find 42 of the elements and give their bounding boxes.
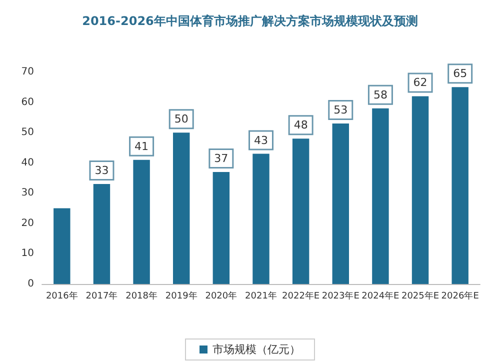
x-tick-label: 2019年 — [165, 290, 198, 302]
data-label: 50 — [174, 112, 188, 126]
data-label: 37 — [214, 152, 228, 165]
x-tick-label: 2024年E — [362, 290, 400, 302]
bar — [93, 184, 110, 284]
bar — [252, 154, 270, 284]
data-label: 53 — [334, 103, 348, 116]
x-tick-label: 2018年 — [126, 290, 158, 302]
chart-title: 2016-2026年中国体育市场推广解决方案市场规模现状及预测 — [82, 14, 418, 28]
y-tick-label: 40 — [21, 157, 34, 168]
bar — [412, 96, 429, 284]
y-tick-label: 70 — [21, 66, 34, 78]
x-tick-label: 2017年 — [86, 290, 118, 302]
x-tick-label: 2026年E — [441, 290, 480, 302]
bar — [292, 138, 310, 284]
x-tick-label: 2022年E — [282, 290, 320, 302]
y-tick-label: 20 — [21, 218, 34, 229]
bar — [212, 172, 230, 284]
data-label: 65 — [453, 67, 468, 80]
x-tick-label: 2023年E — [322, 290, 360, 302]
data-label: 58 — [373, 88, 388, 102]
y-tick-label: 60 — [21, 96, 34, 108]
data-label: 62 — [413, 76, 428, 90]
data-label: 48 — [294, 118, 308, 132]
bar — [452, 87, 468, 284]
x-tick-label: 2020年 — [205, 290, 238, 302]
bar — [372, 108, 389, 284]
bar — [173, 132, 190, 284]
x-tick-label: 2016年 — [46, 290, 78, 302]
y-tick-label: 0 — [28, 278, 34, 290]
x-tick-label: 2025年E — [401, 290, 440, 302]
data-label: 43 — [254, 134, 268, 147]
bar — [332, 123, 349, 284]
bar — [133, 160, 150, 284]
bar — [54, 208, 70, 284]
data-label: 41 — [134, 140, 149, 153]
data-label: 33 — [94, 164, 109, 178]
y-tick-label: 10 — [21, 248, 34, 260]
y-tick-label: 50 — [21, 127, 34, 138]
y-tick-label: 30 — [21, 188, 34, 199]
legend-label: 市场规模（亿元） — [212, 343, 300, 356]
x-tick-label: 2021年 — [245, 290, 277, 302]
